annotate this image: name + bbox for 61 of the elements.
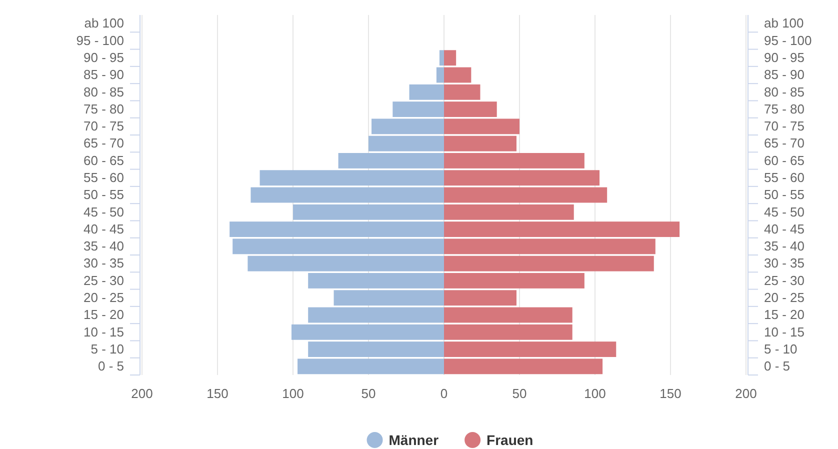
y-tick-label: 95 - 100 (76, 32, 124, 48)
y-tick-label: 35 - 40 (84, 238, 124, 254)
y-tick-label: ab 100 (84, 16, 124, 31)
x-tick-label: 50 (361, 386, 376, 402)
y2-tick-label: 80 - 85 (764, 84, 804, 100)
x-tick-label: 150 (206, 386, 228, 402)
y-tick-label: 75 - 80 (84, 101, 124, 116)
y2-tick-label: 60 - 65 (764, 152, 804, 168)
bar (444, 50, 456, 66)
y2-tick-label: 0 - 5 (764, 358, 790, 374)
y2-tick-label: 55 - 60 (764, 170, 804, 186)
y-tick-label: 85 - 90 (84, 67, 124, 82)
y-tick-label: 10 - 15 (84, 324, 124, 340)
y-tick-label: 65 - 70 (84, 136, 124, 151)
legend-label: Frauen (486, 432, 534, 448)
y2-tick-label: 70 - 75 (764, 118, 804, 134)
x-tick-label: 100 (584, 386, 606, 402)
y2-tick-label: 35 - 40 (764, 238, 804, 254)
y2-tick-label: 45 - 50 (764, 204, 804, 220)
bar (444, 307, 572, 323)
y2-tick-label: 20 - 25 (764, 290, 804, 306)
y-tick-label: 30 - 35 (84, 256, 124, 271)
bar (250, 187, 444, 203)
y-tick-label: 60 - 65 (84, 152, 124, 168)
bar (436, 67, 444, 83)
y2-tick-label: 15 - 20 (764, 307, 804, 322)
y-tick-label: 20 - 25 (84, 290, 124, 306)
bar (444, 67, 472, 83)
y2-tick-label: 90 - 95 (764, 50, 804, 66)
y2-tick-label: 85 - 90 (764, 67, 804, 82)
y-tick-label: 50 - 55 (84, 187, 124, 202)
bar (439, 50, 444, 66)
y2-tick-label: 30 - 35 (764, 256, 804, 271)
y-tick-label: 55 - 60 (84, 170, 124, 186)
x-tick-label: 100 (282, 386, 304, 402)
y2-tick-label: 5 - 10 (764, 341, 798, 356)
x-tick-label: 0 (440, 386, 448, 402)
y-tick-label: 25 - 30 (84, 272, 124, 288)
bar (308, 307, 444, 323)
y2-tick-label: 40 - 45 (764, 221, 804, 236)
x-tick-label: 200 (131, 386, 153, 402)
y2-tick-label: 50 - 55 (764, 187, 804, 202)
y2-tick-label: 10 - 15 (764, 324, 804, 340)
x-tick-label: 200 (735, 386, 757, 402)
y-tick-label: 15 - 20 (84, 307, 124, 322)
y2-tick-label: 65 - 70 (764, 136, 804, 151)
legend-label: Männer (388, 432, 440, 448)
y-tick-label: 45 - 50 (84, 204, 124, 220)
y-tick-label: 5 - 10 (90, 341, 124, 356)
y-tick-label: 40 - 45 (84, 221, 124, 236)
x-tick-label: 50 (512, 386, 527, 402)
y-tick-label: 80 - 85 (84, 84, 124, 100)
y2-tick-label: 75 - 80 (764, 101, 804, 116)
bar (444, 187, 608, 203)
x-tick-label: 150 (660, 386, 682, 402)
y2-tick-label: 25 - 30 (764, 272, 804, 288)
y2-tick-label: ab 100 (764, 16, 804, 31)
y2-tick-label: 95 - 100 (764, 32, 812, 48)
y-tick-label: 70 - 75 (84, 118, 124, 134)
y-tick-label: 90 - 95 (84, 50, 124, 66)
y-tick-label: 0 - 5 (98, 358, 124, 374)
